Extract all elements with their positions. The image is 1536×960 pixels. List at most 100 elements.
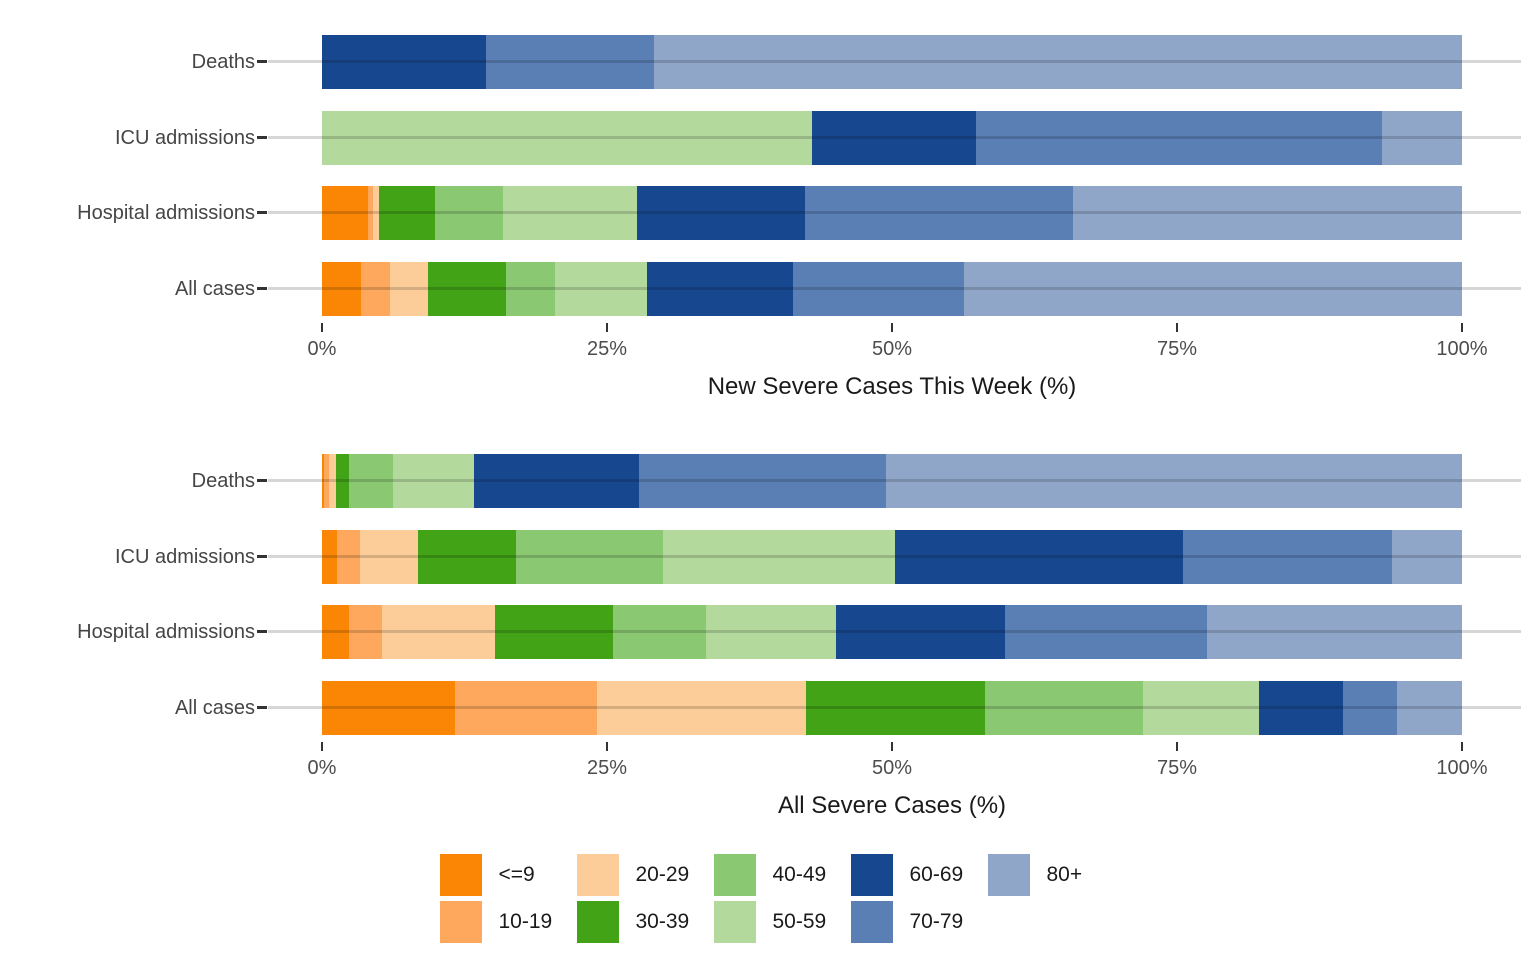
row-label: All cases: [174, 278, 255, 300]
bar-segment-80+: [1206, 605, 1462, 659]
bar-segment-60-69: [473, 454, 639, 508]
bar-segment-30-39: [335, 454, 350, 508]
bar-segment-50-59: [1142, 681, 1260, 735]
x-axis-tick: [891, 742, 893, 751]
legend-swatch-40-49: [713, 854, 756, 896]
bar-segment-60-69: [895, 530, 1183, 584]
bar-segment-10-19: [349, 605, 383, 659]
bar-segment-30-39: [378, 186, 435, 240]
x-axis-tick: [1461, 742, 1463, 751]
major-gridline: [268, 706, 1521, 709]
x-tick-label: 75%: [1156, 338, 1198, 360]
legend-swatch-<=9: [439, 854, 482, 896]
legend-label: <=9: [498, 863, 535, 886]
major-gridline: [268, 479, 1521, 482]
y-axis-tick: [257, 479, 267, 482]
bar-segment-<=9: [322, 186, 368, 240]
legend-column: 60-69 70-79: [850, 854, 988, 943]
stacked-bar-deaths: [322, 454, 1462, 508]
legend-swatch-60-69: [850, 854, 893, 896]
legend-label: 30-39: [635, 910, 690, 933]
bar-segment-30-39: [427, 262, 506, 316]
bar-segment-70-79: [1004, 605, 1207, 659]
x-tick-label: 0%: [307, 338, 337, 360]
major-gridline: [268, 211, 1521, 214]
y-axis-tick: [257, 706, 267, 709]
legend-item-10-19: 10-19: [439, 901, 577, 943]
x-tick-label: 25%: [586, 338, 628, 360]
x-axis-tick: [321, 323, 323, 332]
legend-label: 50-59: [772, 910, 827, 933]
x-tick-label: 0%: [307, 757, 337, 779]
y-axis-tick: [257, 60, 267, 63]
x-axis-tick: [606, 742, 608, 751]
row-label: Hospital admissions: [77, 202, 255, 224]
major-gridline: [268, 630, 1521, 633]
bar-segment-80+: [886, 454, 1462, 508]
stacked-bar-hospital-admissions: [322, 186, 1462, 240]
stacked-bar-deaths: [322, 35, 1462, 89]
bar-segment-30-39: [495, 605, 613, 659]
y-axis-tick: [257, 287, 267, 290]
stacked-bar-all-cases: [322, 262, 1462, 316]
bar-segment-40-49: [349, 454, 393, 508]
row-label: Hospital admissions: [77, 621, 255, 643]
major-gridline: [268, 136, 1521, 139]
bar-segment-40-49: [515, 530, 663, 584]
bar-segment-80+: [1396, 681, 1462, 735]
legend-column: 20-29 30-39: [576, 854, 714, 943]
bar-segment-40-49: [505, 262, 555, 316]
row-label: Deaths: [191, 51, 255, 73]
bar-segment-40-49: [434, 186, 504, 240]
bar-segment-<=9: [322, 605, 350, 659]
bar-segment-60-69: [812, 111, 977, 165]
bar-segment-10-19: [336, 530, 360, 584]
legend-item-40-49: 40-49: [713, 854, 851, 896]
bar-segment-60-69: [322, 35, 487, 89]
bar-segment-30-39: [806, 681, 986, 735]
bar-segment-20-29: [596, 681, 807, 735]
y-axis-tick: [257, 211, 267, 214]
bar-segment-70-79: [638, 454, 887, 508]
x-tick-label: 100%: [1436, 338, 1488, 360]
bar-segment-50-59: [554, 262, 647, 316]
x-axis-title-bottom: All Severe Cases (%): [777, 792, 1007, 819]
legend-label: 40-49: [772, 863, 827, 886]
bar-segment-60-69: [1259, 681, 1344, 735]
bar-segment-40-49: [612, 605, 707, 659]
x-axis-title-top: New Severe Cases This Week (%): [707, 373, 1077, 400]
legend-swatch-70-79: [850, 901, 893, 943]
stacked-bar-all-cases: [322, 681, 1462, 735]
x-axis-tick: [321, 742, 323, 751]
x-axis-tick: [1176, 742, 1178, 751]
legend-swatch-20-29: [576, 854, 619, 896]
legend-label: 80+: [1046, 863, 1083, 886]
x-tick-label: 50%: [871, 757, 913, 779]
x-tick-label: 25%: [586, 757, 628, 779]
legend-item-70-79: 70-79: [850, 901, 988, 943]
bar-segment-50-59: [503, 186, 637, 240]
x-tick-label: 50%: [871, 338, 913, 360]
row-label: ICU admissions: [114, 546, 255, 568]
stacked-bar-icu-admissions: [322, 530, 1462, 584]
bar-segment-80+: [653, 35, 1462, 89]
stacked-bar-hospital-admissions: [322, 605, 1462, 659]
legend-item-20-29: 20-29: [576, 854, 714, 896]
major-gridline: [268, 555, 1521, 558]
legend-item-60-69: 60-69: [850, 854, 988, 896]
bar-segment-50-59: [662, 530, 896, 584]
legend-column: 80+: [987, 854, 1125, 943]
legend-item-80+: 80+: [987, 854, 1125, 896]
major-gridline: [268, 60, 1521, 63]
x-tick-label: 75%: [1156, 757, 1198, 779]
bar-segment-<=9: [322, 681, 456, 735]
legend-column: <=9 10-19: [439, 854, 577, 943]
x-axis-tick: [1461, 323, 1463, 332]
legend-label: 60-69: [909, 863, 964, 886]
bar-segment-10-19: [324, 454, 329, 508]
x-axis-tick: [606, 323, 608, 332]
bar-segment-20-29: [373, 186, 379, 240]
legend-label: 70-79: [909, 910, 964, 933]
